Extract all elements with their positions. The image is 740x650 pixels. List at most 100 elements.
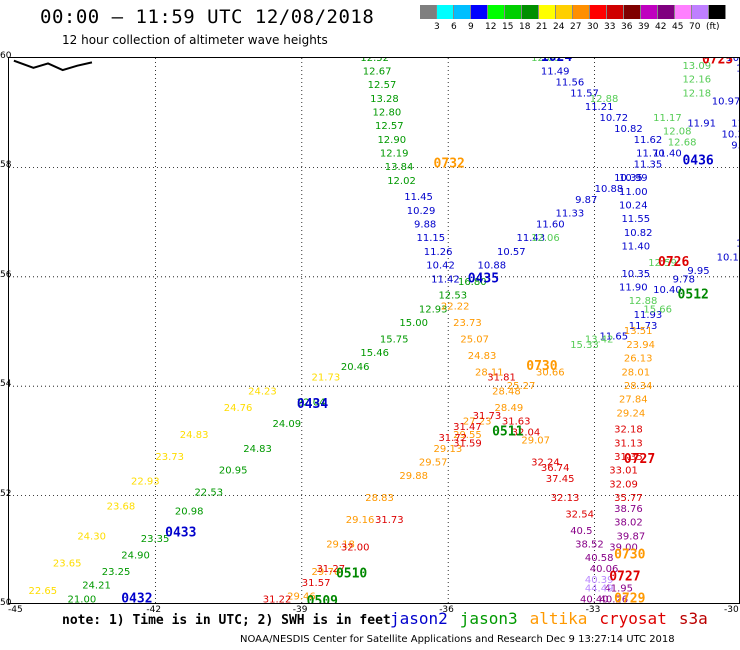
- wave-height-value: 10.82: [614, 124, 643, 135]
- wave-height-value: 32.13: [551, 493, 580, 504]
- wave-height-value: 15.75: [380, 334, 409, 345]
- colorbar-swatch: [420, 5, 437, 19]
- colorbar-label: 15: [502, 22, 514, 32]
- wave-height-value: 11.00: [619, 187, 648, 198]
- wave-height-value: 40.26: [599, 594, 628, 604]
- page-title: 00:00 – 11:59 UTC 12/08/2018: [40, 6, 375, 28]
- wave-height-value: 13.28: [370, 94, 399, 105]
- wave-height-value: 11.55: [621, 214, 650, 225]
- wave-height-value: 11.65: [599, 332, 628, 343]
- wave-height-value: 27.23: [463, 416, 492, 427]
- wave-height-value: 10.57: [726, 58, 740, 64]
- colorbar-swatch: [488, 5, 505, 19]
- colorbar-label: 18: [519, 22, 531, 32]
- wave-height-value: 23.94: [626, 340, 655, 351]
- wave-height-value: 9.88: [414, 220, 436, 231]
- pass-time-label: 0435: [468, 271, 499, 286]
- colorbar-label: 24: [553, 22, 565, 32]
- colorbar-swatch: [709, 5, 726, 19]
- wave-height-value: 25.07: [460, 334, 489, 345]
- page-subtitle: 12 hour collection of altimeter wave hei…: [62, 33, 328, 47]
- wave-height-value: 12.02: [387, 176, 416, 187]
- wave-height-value: 22.04: [297, 397, 326, 408]
- wave-height-value: 11.91: [687, 118, 716, 129]
- satellite-legend: jason2 jason3 altika cryosat s3a: [390, 609, 720, 628]
- wave-height-value: 23.73: [453, 318, 482, 329]
- wave-height-value: 32.09: [609, 479, 638, 490]
- wave-height-value: 24.90: [121, 551, 150, 562]
- wave-height-value: 28.83: [365, 493, 394, 504]
- wave-height-value: 10.99: [619, 173, 648, 184]
- latitude-tick-label: 50: [0, 598, 12, 608]
- legend-entry-s3a: s3a: [678, 609, 708, 628]
- wave-height-value: 31.57: [302, 578, 331, 589]
- wave-height-value: 21.73: [312, 373, 341, 384]
- wave-height-value: 32.04: [512, 427, 541, 438]
- pass-time-label: 0727: [609, 569, 640, 584]
- wave-height-value: 11.15: [416, 233, 445, 244]
- colorbar-label: 30: [587, 22, 599, 32]
- colorbar-swatch: [539, 5, 556, 19]
- latitude-tick-label: 58: [0, 160, 12, 171]
- map-panel: 12.52 12.67 12.57 13.28 12.80 12.57 12.90 12.19…: [8, 57, 740, 604]
- wave-height-value: 10.35: [621, 269, 650, 280]
- longitude-tick-label: -39: [292, 605, 308, 615]
- pass-time-label: 0510: [336, 567, 367, 582]
- wave-height-value: 12.59: [648, 258, 677, 269]
- pass-time-label: 0512: [678, 288, 709, 303]
- wave-height-value: 29.57: [419, 458, 448, 469]
- wave-height-value: 32.24: [531, 458, 560, 469]
- wave-height-value: 40.58: [585, 553, 614, 564]
- colorbar-label: 21: [536, 22, 548, 32]
- latitude-tick-label: 54: [0, 379, 12, 390]
- colorbar-label: (ft): [706, 22, 720, 32]
- wave-height-value: 9.95: [687, 266, 709, 277]
- credit-line: NOAA/NESDIS Center for Satellite Applica…: [240, 634, 675, 645]
- wave-height-value: 25.27: [507, 381, 536, 392]
- wave-height-value: 10.40: [653, 285, 682, 296]
- wave-height-value: 22.65: [29, 586, 58, 597]
- wave-height-value: 29.46: [287, 592, 316, 603]
- colorbar-label: 39: [638, 22, 650, 32]
- wave-height-value: 9.87: [575, 195, 597, 206]
- colorbar-swatch: [573, 5, 590, 19]
- colorbar-swatch: [471, 5, 488, 19]
- colorbar-label: 27: [570, 22, 582, 32]
- wave-height-value: 38.76: [614, 504, 643, 515]
- wave-height-value: 12.57: [368, 80, 397, 91]
- colorbar-swatch: [624, 5, 641, 19]
- wave-height-value: 31.73: [473, 411, 502, 422]
- wave-height-value: 11.16: [736, 239, 740, 250]
- wave-height-value: 31.47: [453, 422, 482, 433]
- wave-height-value: 12.57: [375, 121, 404, 132]
- wave-height-value: 10.24: [619, 200, 648, 211]
- pass-time-label: 0732: [434, 156, 465, 171]
- wave-height-value: 38.02: [614, 518, 643, 529]
- wave-height-value: 10.35: [614, 173, 643, 184]
- wave-height-value: 15.33: [570, 340, 599, 351]
- wave-height-value: 11.21: [585, 102, 614, 113]
- wave-height-value: 12.88: [590, 94, 619, 105]
- pass-time-label: 0730: [526, 359, 557, 374]
- wave-height-value: 11.73: [629, 321, 658, 332]
- wave-height-value: 31.22: [263, 594, 292, 604]
- wave-height-value: 28.48: [492, 386, 521, 397]
- pass-time-label: 0511: [492, 424, 523, 439]
- wave-height-value: 29.24: [617, 408, 646, 419]
- colorbar-label: 3: [434, 22, 440, 32]
- wave-height-value: 29.70: [312, 567, 341, 578]
- wave-height-value: 11.17: [653, 113, 682, 124]
- wave-height-value: 11.93: [634, 310, 663, 321]
- wave-height-value: 35.77: [614, 493, 643, 504]
- wave-height-value: 29.16: [346, 515, 375, 526]
- wave-height-value: 13.09: [682, 61, 711, 72]
- wave-height-value: 10.29: [407, 206, 436, 217]
- wave-height-value: 15.66: [643, 304, 672, 315]
- pass-time-label: 0730: [614, 548, 645, 563]
- wave-height-value: 28.34: [624, 381, 653, 392]
- wave-height-value: 11.60: [536, 220, 565, 231]
- wave-height-value: 11.42: [431, 274, 460, 285]
- latitude-tick-label: 52: [0, 488, 12, 499]
- wave-height-value: 20.95: [219, 466, 248, 477]
- wave-height-value: 22.22: [441, 302, 470, 313]
